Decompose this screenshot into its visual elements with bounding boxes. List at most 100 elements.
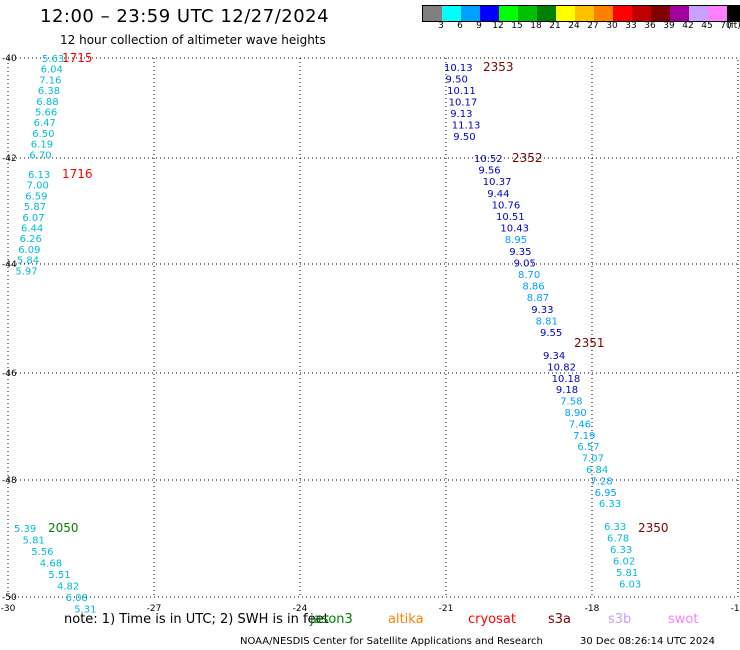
wave-height-value: 6.04 bbox=[41, 65, 63, 76]
wave-height-value: 9.50 bbox=[446, 75, 468, 86]
legend-label: 45 bbox=[701, 21, 713, 31]
legend-label: 6 bbox=[457, 21, 463, 31]
wave-height-value: 7.16 bbox=[39, 75, 61, 86]
longitude-tick-label: -27 bbox=[147, 604, 162, 614]
wave-height-value: 9.56 bbox=[478, 166, 500, 177]
wave-height-value: 6.19 bbox=[31, 140, 53, 151]
wave-height-value: 10.43 bbox=[500, 224, 529, 235]
wave-height-value: 6.33 bbox=[610, 545, 632, 556]
wave-height-value: 6.13 bbox=[28, 170, 50, 181]
satellite-legend-item: s3b bbox=[608, 612, 632, 627]
latitude-tick-label: -44 bbox=[2, 260, 17, 270]
satellite-legend-item: altika bbox=[388, 612, 424, 627]
wave-height-value: 5.63 bbox=[42, 54, 64, 65]
latitude-tick-label: -40 bbox=[2, 54, 17, 64]
wave-height-value: 9.55 bbox=[540, 328, 562, 339]
wave-height-value: 7.28 bbox=[590, 476, 612, 487]
wave-height-value: 4.82 bbox=[57, 582, 79, 593]
latitude-tick-label: -42 bbox=[2, 154, 17, 164]
pass-time-label: 2352 bbox=[512, 151, 543, 165]
latitude-tick-label: -46 bbox=[2, 369, 17, 379]
legend-swatch bbox=[556, 6, 575, 21]
longitude-tick-label: -18 bbox=[585, 604, 600, 614]
legend-label: 3 bbox=[438, 21, 444, 31]
legend-swatch bbox=[423, 6, 442, 21]
wave-height-value: 6.50 bbox=[32, 129, 54, 140]
wave-height-value: 6.03 bbox=[619, 580, 641, 591]
legend-label: 36 bbox=[644, 21, 656, 31]
wave-height-value: 9.35 bbox=[509, 247, 531, 258]
wave-height-value: 4.68 bbox=[40, 559, 62, 570]
legend-swatch bbox=[670, 6, 689, 21]
legend-swatch bbox=[651, 6, 670, 21]
wave-height-value: 5.87 bbox=[24, 202, 46, 213]
legend-swatch bbox=[461, 6, 480, 21]
pass-time-label: 2050 bbox=[48, 521, 79, 535]
wave-height-value: 6.07 bbox=[22, 213, 44, 224]
wave-height-value: 10.52 bbox=[474, 154, 503, 165]
wave-height-value: 11.13 bbox=[452, 121, 481, 132]
wave-height-value: 6.70 bbox=[29, 150, 51, 161]
legend-unit: (ft) bbox=[727, 21, 740, 31]
pass-time-label: 2353 bbox=[483, 60, 514, 74]
wave-height-value: 7.00 bbox=[27, 181, 49, 192]
wave-height-value: 6.26 bbox=[20, 234, 42, 245]
wave-height-value: 9.44 bbox=[487, 189, 509, 200]
satellite-legend-item: s3a bbox=[548, 612, 572, 627]
wave-height-value: 9.13 bbox=[450, 109, 472, 120]
wave-height-value: 8.95 bbox=[505, 235, 527, 246]
wave-height-value: 10.18 bbox=[552, 374, 581, 385]
longitude-tick-label: -15 bbox=[731, 604, 740, 614]
pass-time-label: 2350 bbox=[638, 521, 669, 535]
legend-label: 9 bbox=[476, 21, 482, 31]
wave-height-value: 5.81 bbox=[23, 536, 45, 547]
legend-label: 33 bbox=[625, 21, 637, 31]
latitude-tick-label: -50 bbox=[2, 593, 17, 603]
legend-swatch bbox=[613, 6, 632, 21]
legend-label: 70 bbox=[720, 21, 732, 31]
wave-height-value: 6.84 bbox=[586, 465, 608, 476]
satellite-legend-item: swot bbox=[668, 612, 699, 627]
color-scale-legend bbox=[422, 5, 740, 22]
pass-time-label: 1715 bbox=[62, 51, 93, 65]
longitude-tick-label: -21 bbox=[439, 604, 454, 614]
wave-height-value: 10.82 bbox=[547, 362, 576, 373]
pass-time-label: 1716 bbox=[62, 167, 93, 181]
wave-height-value: 9.18 bbox=[556, 385, 578, 396]
longitude-tick-label: -30 bbox=[1, 604, 16, 614]
wave-height-value: 8.70 bbox=[518, 270, 540, 281]
legend-swatch bbox=[708, 6, 727, 21]
legend-swatch bbox=[518, 6, 537, 21]
legend-label: 21 bbox=[549, 21, 561, 31]
wave-height-value: 6.59 bbox=[25, 191, 47, 202]
legend-swatch bbox=[537, 6, 556, 21]
legend-swatch bbox=[689, 6, 708, 21]
wave-height-value: 10.11 bbox=[447, 86, 476, 97]
wave-height-value: 6.09 bbox=[18, 245, 40, 256]
wave-height-value: 5.81 bbox=[616, 568, 638, 579]
wave-height-value: 7.58 bbox=[560, 397, 582, 408]
wave-height-value: 10.13 bbox=[444, 63, 473, 74]
legend-swatch bbox=[575, 6, 594, 21]
footnote: note: 1) Time is in UTC; 2) SWH is in fe… bbox=[64, 612, 329, 627]
wave-height-value: 5.84 bbox=[17, 256, 39, 267]
wave-height-value: 5.31 bbox=[74, 605, 96, 616]
wave-height-value: 6.57 bbox=[577, 442, 599, 453]
wave-height-value: 6.38 bbox=[38, 86, 60, 97]
wave-height-value: 6.95 bbox=[595, 488, 617, 499]
wave-height-value: 9.33 bbox=[531, 305, 553, 316]
wave-height-value: 5.97 bbox=[15, 266, 37, 277]
wave-height-value: 5.56 bbox=[31, 547, 53, 558]
legend-label: 24 bbox=[568, 21, 580, 31]
wave-height-value: 8.87 bbox=[527, 293, 549, 304]
wave-height-value: 7.46 bbox=[569, 419, 591, 430]
wave-height-value: 6.02 bbox=[613, 557, 635, 568]
wave-height-value: 10.37 bbox=[483, 177, 512, 188]
wave-height-value: 7.19 bbox=[573, 431, 595, 442]
legend-label: 12 bbox=[492, 21, 504, 31]
wave-height-value: 9.34 bbox=[543, 351, 565, 362]
wave-height-value: 6.78 bbox=[607, 534, 629, 545]
legend-swatch bbox=[480, 6, 499, 21]
